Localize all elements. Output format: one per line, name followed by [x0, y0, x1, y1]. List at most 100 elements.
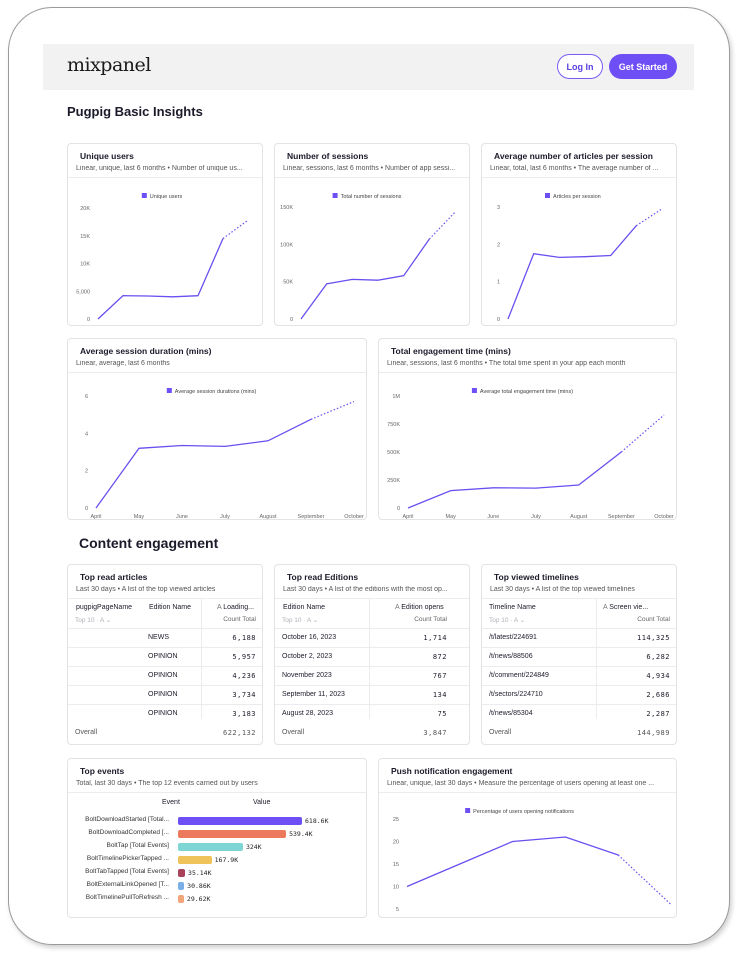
table-row[interactable]: /t/latest/224691 114,325: [482, 628, 676, 647]
top-read-articles-card[interactable]: Top read articles Last 30 days • A list …: [67, 564, 263, 745]
top-viewed-timelines-card[interactable]: Top viewed timelines Last 30 days • A li…: [481, 564, 677, 745]
table-row[interactable]: OPINION 3,183: [68, 704, 262, 723]
card-subtitle: Total, last 30 days • The top 12 events …: [76, 780, 258, 787]
edition-name-cell: OPINION: [148, 672, 178, 679]
card-title: Unique users: [80, 151, 134, 161]
count-cell: 3,734: [232, 691, 256, 699]
top-filter[interactable]: Top 10 · A ⌄: [75, 617, 112, 624]
event-value: 30.86K: [187, 882, 211, 890]
table-row[interactable]: /t/news/88506 6,282: [482, 647, 676, 666]
top-filter[interactable]: Top 10 · A ⌄: [282, 617, 319, 624]
event-bar[interactable]: [178, 817, 302, 825]
event-label[interactable]: BoltTabTapped [Total Events]: [85, 868, 169, 875]
column-header[interactable]: pugpigPageName: [76, 604, 133, 611]
card-subtitle: Linear, average, last 6 months: [76, 360, 170, 367]
column-divider: [596, 599, 597, 719]
event-bar[interactable]: [178, 869, 186, 877]
column-header[interactable]: A Screen vie...: [603, 604, 648, 611]
x-tick-label: September: [298, 514, 325, 520]
edition-name-cell: NEWS: [148, 634, 169, 641]
event-bar[interactable]: [178, 882, 185, 890]
divider: [68, 372, 366, 373]
x-tick-label: May: [134, 514, 145, 520]
y-tick-label: 100K: [280, 242, 293, 248]
column-header[interactable]: Edition Name: [283, 604, 326, 611]
edition-name-cell: October 2, 2023: [282, 653, 333, 660]
edition-name-cell: November 2023: [282, 672, 332, 679]
event-bar[interactable]: [178, 830, 287, 838]
overall-label: Overall: [282, 729, 305, 736]
count-cell: 767: [432, 672, 447, 680]
table-row[interactable]: /t/comment/224849 4,934: [482, 666, 676, 685]
sessions-card[interactable]: Number of sessions Linear, sessions, las…: [274, 143, 470, 326]
event-label[interactable]: BoltExternalLinkOpened [T...: [86, 881, 169, 888]
x-tick-label: August: [570, 514, 588, 520]
column-header[interactable]: Edition Name: [149, 604, 192, 611]
x-tick-label: April: [90, 514, 101, 520]
series-line: [407, 451, 622, 509]
top-bar: mixpanel Log In Get Started: [43, 44, 694, 90]
y-tick-label: 750K: [387, 422, 400, 428]
legend-label: Average total engagement time (mins): [480, 389, 573, 395]
divider: [275, 598, 469, 599]
x-tick-label: September: [416, 325, 443, 326]
card-subtitle: Last 30 days • A list of the top viewed …: [76, 586, 216, 593]
mixpanel-logo[interactable]: mixpanel: [67, 54, 151, 76]
event-bar[interactable]: [178, 895, 184, 903]
engagement-time-card[interactable]: Total engagement time (mins) Linear, ses…: [378, 338, 677, 520]
event-label[interactable]: BoltTimelinePickerTapped ...: [86, 855, 169, 862]
divider: [482, 598, 676, 599]
card-subtitle: Last 30 days • A list of the top viewed …: [490, 586, 635, 593]
divider: [68, 177, 262, 178]
unique-users-card[interactable]: Unique users Linear, unique, last 6 mont…: [67, 143, 263, 326]
table-row[interactable]: October 16, 2023 1,714: [275, 628, 469, 647]
top-filter[interactable]: Top 10 · A ⌄: [489, 617, 526, 624]
count-cell: 4,934: [646, 672, 670, 680]
table-row[interactable]: OPINION 3,734: [68, 685, 262, 704]
card-title: Top events: [80, 766, 125, 776]
divider: [275, 177, 469, 178]
table-row[interactable]: OPINION 4,236: [68, 666, 262, 685]
event-label[interactable]: BoltTimelinePullToRefresh ...: [85, 894, 169, 901]
articles-per-session-card[interactable]: Average number of articles per session L…: [481, 143, 677, 326]
push-notification-card[interactable]: Push notification engagement Linear, uni…: [378, 758, 677, 918]
table-row[interactable]: /t/sectors/224710 2,686: [482, 685, 676, 704]
session-duration-card[interactable]: Average session duration (mins) Linear, …: [67, 338, 367, 520]
table-row[interactable]: September 11, 2023 134: [275, 685, 469, 704]
table-row[interactable]: /t/news/85304 2,287: [482, 704, 676, 723]
column-header[interactable]: A Loading...: [217, 604, 254, 611]
table-row[interactable]: OPINION 5,957: [68, 647, 262, 666]
unique-users-chart: Unique users 20K 15K 10K 5,000 0 May July Septem…: [76, 193, 249, 323]
get-started-button[interactable]: Get Started: [609, 54, 677, 79]
legend-swatch: [141, 193, 147, 198]
column-label: Loading...: [223, 604, 254, 611]
table-row[interactable]: October 2, 2023 872: [275, 647, 469, 666]
event-bar[interactable]: [178, 843, 243, 851]
y-tick-label: 4: [85, 431, 88, 437]
event-value: 618.6K: [305, 817, 329, 825]
event-label[interactable]: BoltTap [Total Events]: [106, 842, 169, 849]
legend-swatch: [465, 808, 471, 813]
x-tick-label: October: [344, 514, 364, 520]
top-read-editions-card[interactable]: Top read Editions Last 30 days • A list …: [274, 564, 470, 745]
table-row[interactable]: NEWS 6,188: [68, 628, 262, 647]
overall-label: Overall: [489, 729, 512, 736]
top-events-card[interactable]: Top events Total, last 30 days • The top…: [67, 758, 367, 918]
table-row[interactable]: August 28, 2023 75: [275, 704, 469, 723]
series-line: [406, 836, 619, 888]
x-tick-label: September: [608, 514, 635, 520]
event-label[interactable]: BoltDownloadCompleted [...: [88, 829, 169, 836]
articles-per-session-chart: Articles per session 3 2 1 0 May July September: [497, 193, 663, 323]
edition-name-cell: August 28, 2023: [282, 710, 333, 717]
card-title: Top read Editions: [287, 572, 359, 582]
legend-label: Articles per session: [553, 194, 601, 200]
table-row[interactable]: November 2023 767: [275, 666, 469, 685]
event-label[interactable]: BoltDownloadStarted [Total...: [85, 816, 169, 823]
count-cell: 1,714: [423, 634, 447, 642]
page-title: Pugpig Basic Insights: [67, 104, 203, 119]
column-header[interactable]: A Edition opens: [395, 604, 444, 611]
event-bar[interactable]: [178, 856, 212, 864]
column-header[interactable]: Timeline Name: [489, 604, 536, 611]
count-cell: 872: [432, 653, 447, 661]
login-button[interactable]: Log In: [557, 54, 603, 79]
